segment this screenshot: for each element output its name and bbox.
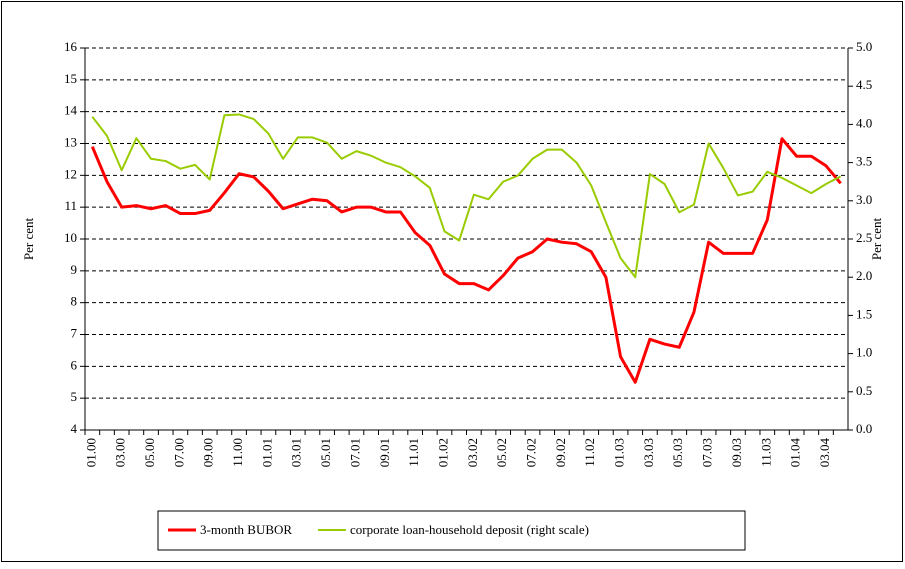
x-tick-label: 07.02: [524, 438, 539, 467]
x-tick-label: 11.02: [582, 438, 597, 467]
x-tick-label: 01.00: [83, 438, 98, 467]
y-tick-label: 11: [64, 198, 77, 213]
x-tick-label: 07.01: [347, 438, 362, 467]
x-tick-label: 03.03: [641, 438, 656, 467]
x-tick-label: 03.02: [465, 438, 480, 467]
x-tick-label: 09.01: [377, 438, 392, 467]
y2-tick-label: 0.5: [856, 383, 872, 398]
y2-tick-label: 4.0: [856, 115, 872, 130]
series-line: [91, 113, 842, 279]
x-tick-label: 05.03: [670, 438, 685, 467]
x-tick-label: 11.01: [406, 438, 421, 467]
legend-label: 3-month BUBOR: [200, 522, 292, 537]
legend-label: corporate loan-household deposit (right …: [350, 522, 589, 537]
y2-tick-label: 1.0: [856, 345, 872, 360]
x-tick-label: 07.00: [171, 438, 186, 467]
x-tick-label: 03.01: [289, 438, 304, 467]
x-tick-label: 01.02: [435, 438, 450, 467]
y-tick-label: 4: [71, 421, 78, 436]
x-tick-label: 05.00: [142, 438, 157, 467]
x-tick-label: 01.03: [612, 438, 627, 467]
x-tick-label: 11.00: [230, 438, 245, 467]
x-tick-label: 03.00: [113, 438, 128, 467]
y2-tick-label: 5.0: [856, 39, 872, 54]
y-tick-label: 7: [71, 325, 78, 340]
y2-tick-label: 3.0: [856, 192, 872, 207]
y2-tick-label: 2.5: [856, 230, 872, 245]
x-tick-label: 05.02: [494, 438, 509, 467]
y-tick-label: 14: [64, 103, 78, 118]
y2-axis-label: Per cent: [869, 217, 884, 260]
y-tick-label: 9: [71, 262, 78, 277]
y-tick-label: 16: [64, 39, 78, 54]
x-tick-label: 01.01: [259, 438, 274, 467]
y-tick-label: 15: [64, 71, 77, 86]
x-tick-label: 01.04: [788, 438, 803, 468]
x-tick-label: 09.03: [729, 438, 744, 467]
x-tick-label: 09.00: [201, 438, 216, 467]
y2-tick-label: 0.0: [856, 421, 872, 436]
y2-tick-label: 2.0: [856, 268, 872, 283]
y-tick-label: 13: [64, 134, 77, 149]
y-axis-label: Per cent: [21, 217, 36, 260]
y2-tick-label: 4.5: [856, 77, 872, 92]
x-tick-label: 05.01: [318, 438, 333, 467]
y2-tick-label: 1.5: [856, 306, 872, 321]
x-tick-label: 11.03: [758, 438, 773, 467]
y-tick-label: 5: [71, 389, 78, 404]
y-tick-label: 12: [64, 166, 77, 181]
y-tick-label: 8: [71, 294, 78, 309]
y-tick-label: 6: [71, 357, 78, 372]
legend-box: [157, 510, 746, 551]
y-tick-label: 10: [64, 230, 77, 245]
x-tick-label: 09.02: [553, 438, 568, 467]
x-tick-label: 07.03: [700, 438, 715, 467]
y2-tick-label: 3.5: [856, 154, 872, 169]
x-tick-label: 03.04: [817, 438, 832, 468]
series-line: [90, 137, 842, 384]
